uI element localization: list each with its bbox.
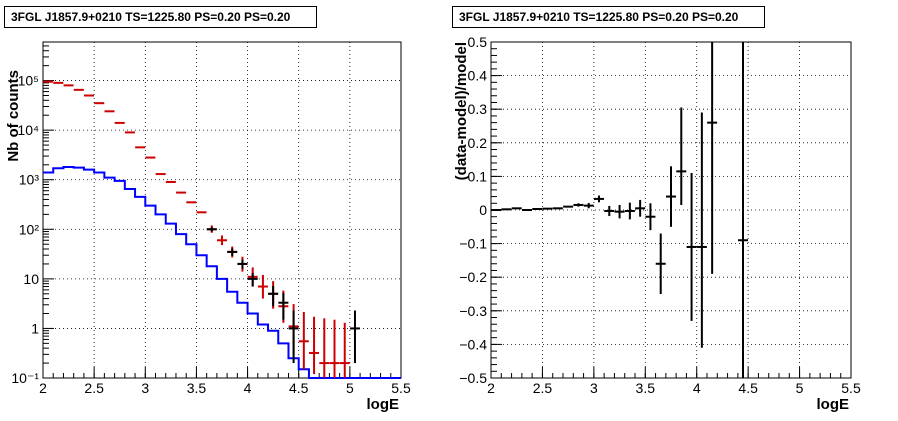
right-y-tick-label: −0.2 bbox=[459, 269, 487, 285]
right-x-axis-label: logE bbox=[817, 396, 850, 413]
left-y-tick-label: 10⁵ bbox=[18, 73, 39, 89]
right-y-tick-label: −0.1 bbox=[459, 236, 487, 252]
right-title-box: 3FGL J1857.9+0210 TS=1225.80 PS=0.20 PS=… bbox=[452, 6, 765, 28]
left-x-tick-label: 4 bbox=[244, 380, 252, 396]
right-x-tick-label: 5 bbox=[796, 380, 804, 396]
right-y-tick-label: −0.5 bbox=[459, 370, 487, 386]
left-x-tick-label: 2 bbox=[39, 380, 47, 396]
right-plot-title: 3FGL J1857.9+0210 TS=1225.80 PS=0.20 PS=… bbox=[459, 10, 739, 24]
right-x-tick-label: 3 bbox=[590, 380, 598, 396]
left-plot-area bbox=[43, 42, 401, 378]
right-y-tick-label: 0 bbox=[479, 202, 487, 218]
right-x-tick-label: 4 bbox=[693, 380, 701, 396]
left-y-tick-label: 10² bbox=[19, 221, 40, 237]
counts-plot: 2 2.5 3 3.5 4 4.5 5 5.5 10⁻¹ 1 10 10² 10³ 10⁴ 10⁵ logE N… bbox=[5, 41, 411, 413]
right-x-tick-label: 4.5 bbox=[738, 380, 758, 396]
right-x-tick-label: 3.5 bbox=[636, 380, 656, 396]
right-y-tick-label: 0.1 bbox=[468, 168, 488, 184]
right-frame bbox=[490, 41, 852, 379]
right-y-tick-label: 0.3 bbox=[468, 101, 488, 117]
left-frame bbox=[42, 41, 402, 379]
right-y-tick-label: −0.3 bbox=[459, 303, 487, 319]
right-y-tick-label: −0.4 bbox=[459, 336, 487, 352]
left-x-tick-label: 5 bbox=[346, 380, 354, 396]
residuals-plot: 2 2.5 3 3.5 4 4.5 5 5.5 −0.5 −0.4 −0.3 −0.2 −0.1 0 0.1… bbox=[453, 34, 861, 413]
left-y-tick-label: 10 bbox=[23, 271, 39, 287]
left-y-tick-label: 10³ bbox=[19, 172, 40, 188]
left-x-tick-label: 5.5 bbox=[391, 380, 411, 396]
right-x-tick-label: 5.5 bbox=[841, 380, 861, 396]
right-y-tick-label: 0.2 bbox=[468, 135, 488, 151]
left-y-axis-label: Nb of counts bbox=[5, 70, 22, 162]
left-y-tick-label: 10⁻¹ bbox=[11, 370, 39, 386]
right-x-tick-label: 2.5 bbox=[533, 380, 553, 396]
left-x-axis-label: logE bbox=[367, 396, 400, 413]
left-y-tick-label: 10⁴ bbox=[17, 122, 39, 138]
right-x-tick-label: 2 bbox=[487, 380, 495, 396]
left-y-tick-label: 1 bbox=[31, 320, 39, 336]
left-x-tick-label: 3 bbox=[141, 380, 149, 396]
model-histogram bbox=[43, 166, 401, 379]
left-x-tick-label: 4.5 bbox=[289, 380, 309, 396]
left-plot-title: 3FGL J1857.9+0210 TS=1225.80 PS=0.20 PS=… bbox=[11, 10, 291, 24]
left-x-tick-label: 3.5 bbox=[187, 380, 207, 396]
right-y-tick-label: 0.5 bbox=[468, 34, 488, 50]
right-y-tick-label: 0.4 bbox=[468, 68, 488, 84]
left-title-box: 3FGL J1857.9+0210 TS=1225.80 PS=0.20 PS=… bbox=[4, 6, 317, 28]
right-y-axis-label: (data-model)/model bbox=[453, 42, 470, 180]
left-x-tick-label: 2.5 bbox=[84, 380, 104, 396]
